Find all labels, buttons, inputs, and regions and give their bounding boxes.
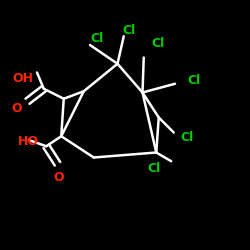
Text: Cl: Cl [188, 74, 201, 86]
Text: Cl: Cl [122, 24, 136, 38]
Text: HO: HO [18, 135, 39, 148]
Text: Cl: Cl [147, 162, 160, 175]
Text: O: O [12, 102, 22, 115]
Text: Cl: Cl [180, 131, 193, 144]
Text: Cl: Cl [151, 37, 164, 50]
Text: OH: OH [13, 72, 34, 85]
Text: O: O [54, 171, 64, 184]
Text: Cl: Cl [90, 32, 104, 45]
